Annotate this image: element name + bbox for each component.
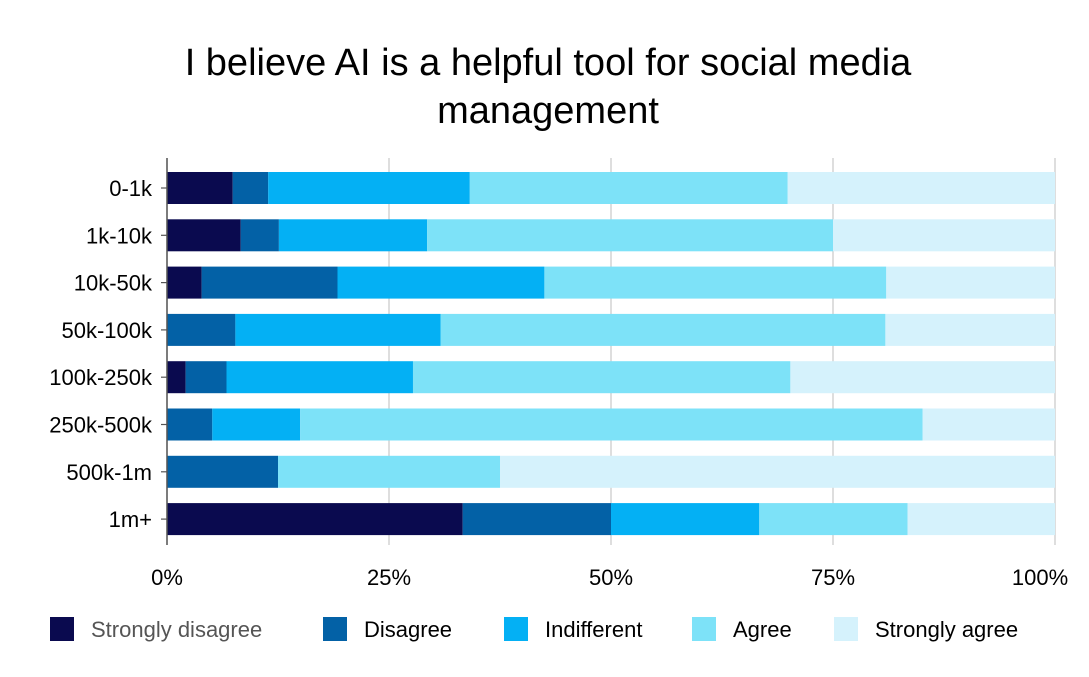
bar-250k-500k-indifferent <box>212 408 301 441</box>
category-label: 0-1k <box>109 176 153 201</box>
legend-label: Agree <box>733 617 792 642</box>
legend-swatch <box>323 617 347 641</box>
bar-10k-50k-indifferent <box>337 266 545 299</box>
x-tick-labels: 0% 25% 50% 75% 100% <box>151 565 1068 590</box>
category-label: 250k-500k <box>49 413 153 438</box>
bar-50k-100k-agree <box>440 313 886 346</box>
x-tick-label: 50% <box>589 565 633 590</box>
bar-1m+-strongly-disagree <box>167 503 463 536</box>
bar-0-1k-indifferent <box>268 172 470 204</box>
bar-10k-50k-strongly-agree <box>886 266 1055 299</box>
bar-1k-10k-strongly-agree <box>833 219 1055 252</box>
bar-100k-250k-agree <box>412 361 791 394</box>
x-tick-label: 100% <box>1012 565 1068 590</box>
bar-10k-50k-disagree <box>201 266 338 299</box>
bar-0-1k-disagree <box>232 172 269 204</box>
bar-1m+-indifferent <box>611 503 760 536</box>
x-tick-label: 25% <box>367 565 411 590</box>
bar-0-1k-agree <box>469 172 788 204</box>
bar-100k-250k-indifferent <box>226 361 413 394</box>
legend-swatch <box>504 617 528 641</box>
category-label: 500k-1m <box>66 460 152 485</box>
title-line-1: I believe AI is a helpful tool for socia… <box>185 42 912 84</box>
legend-swatch <box>50 617 74 641</box>
legend-swatch <box>692 617 716 641</box>
bar-50k-100k-strongly-agree <box>885 313 1055 346</box>
title-line-2: management <box>437 90 659 132</box>
bar-1k-10k-strongly-disagree <box>167 219 241 252</box>
category-label: 1m+ <box>109 507 152 532</box>
bar-500k-1m-strongly-agree <box>500 455 1055 488</box>
category-label: 100k-250k <box>49 365 153 390</box>
bar-50k-100k-disagree <box>167 313 236 346</box>
x-tick-label: 0% <box>151 565 183 590</box>
bar-250k-500k-strongly-agree <box>922 408 1055 441</box>
bar-10k-50k-strongly-disagree <box>167 266 202 299</box>
category-label: 1k-10k <box>86 223 153 248</box>
chart-title: I believe AI is a helpful tool for socia… <box>185 42 912 132</box>
bar-1m+-agree <box>759 503 908 536</box>
bar-1k-10k-indifferent <box>278 219 428 252</box>
bar-100k-250k-disagree <box>185 361 227 394</box>
bar-500k-1m-agree <box>278 455 500 488</box>
legend-label: Strongly agree <box>875 617 1018 642</box>
legend-label: Disagree <box>364 617 452 642</box>
bar-50k-100k-indifferent <box>235 313 441 346</box>
bar-100k-250k-strongly-disagree <box>167 361 186 394</box>
bar-500k-1m-disagree <box>167 455 278 488</box>
bar-250k-500k-agree <box>300 408 923 441</box>
bar-1k-10k-agree <box>427 219 833 252</box>
x-tick-label: 75% <box>811 565 855 590</box>
legend-swatch <box>834 617 858 641</box>
legend-label: Indifferent <box>545 617 642 642</box>
bars <box>167 172 1055 536</box>
bar-0-1k-strongly-disagree <box>167 172 233 204</box>
category-label: 10k-50k <box>74 271 153 296</box>
bar-1k-10k-disagree <box>240 219 279 252</box>
category-label: 50k-100k <box>61 318 153 343</box>
bar-250k-500k-disagree <box>167 408 213 441</box>
bar-1m+-disagree <box>462 503 611 536</box>
bar-100k-250k-strongly-agree <box>790 361 1055 394</box>
category-labels: 0-1k 1k-10k 10k-50k 50k-100k 100k-250k 250k-5… <box>49 176 167 532</box>
bar-10k-50k-agree <box>544 266 887 299</box>
legend: Strongly disagree Disagree Indifferent Agre… <box>50 617 1018 642</box>
bar-1m+-strongly-agree <box>907 503 1055 536</box>
bar-0-1k-strongly-agree <box>787 172 1055 204</box>
legend-label: Strongly disagree <box>91 617 262 642</box>
